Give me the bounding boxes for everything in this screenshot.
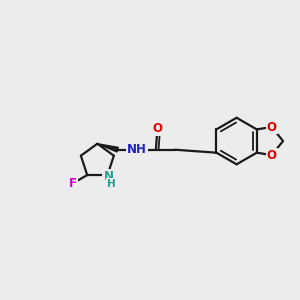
Text: O: O — [267, 148, 277, 162]
Text: O: O — [267, 121, 277, 134]
Text: N: N — [103, 170, 113, 183]
Text: F: F — [69, 177, 77, 190]
Text: NH: NH — [127, 143, 147, 156]
Polygon shape — [98, 144, 118, 152]
Text: O: O — [152, 122, 162, 135]
Text: H: H — [107, 179, 116, 189]
